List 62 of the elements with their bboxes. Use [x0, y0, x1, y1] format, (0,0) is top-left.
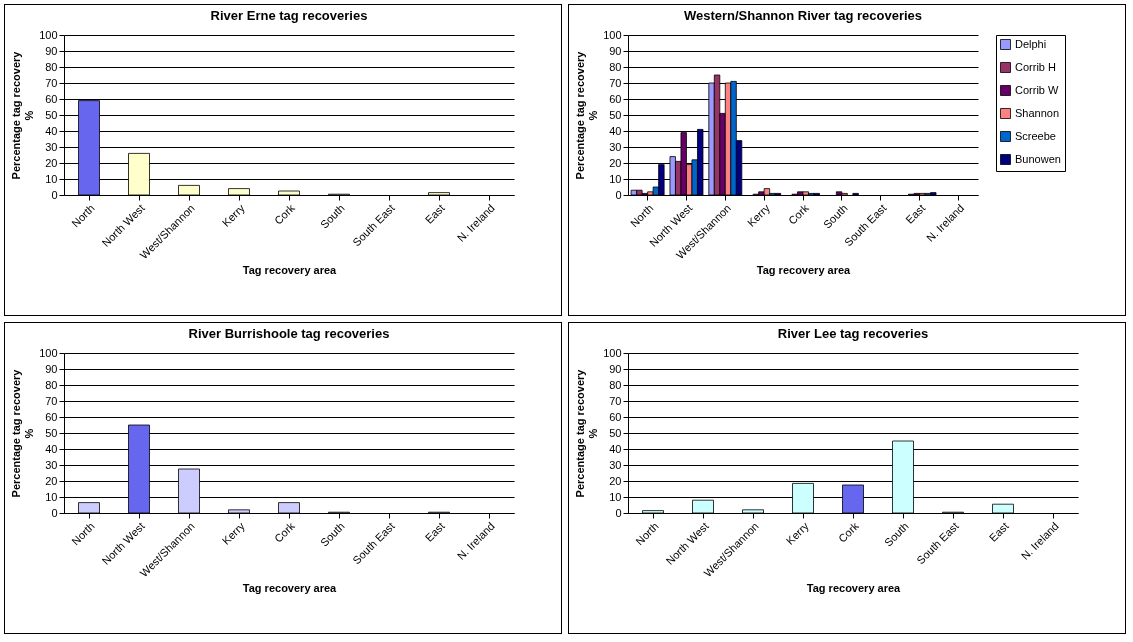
legend-label: Corrib W [1015, 83, 1060, 96]
y-tick-label: 80 [609, 60, 622, 73]
y-tick-label: 60 [45, 410, 58, 423]
y-tick-label: 90 [609, 362, 622, 375]
y-tick-label: 90 [45, 362, 58, 375]
legend-label: Bunowen [1015, 152, 1061, 165]
y-tick-label: 50 [609, 108, 622, 121]
y-tick-label: 80 [45, 378, 58, 391]
chart-title: Western/Shannon River tag recoveries [683, 8, 923, 23]
y-tick-label: 50 [45, 108, 58, 121]
y-tick-label: 0 [51, 188, 58, 201]
chart-title: River Burrishoole tag recoveries [188, 326, 390, 341]
y-tick-label: 60 [609, 410, 622, 423]
y-tick-label: 90 [609, 44, 622, 57]
y-tick-label: 0 [615, 188, 622, 201]
y-tick-label: 30 [609, 140, 622, 153]
y-tick-label: 100 [39, 346, 58, 359]
chart-title: River Lee tag recoveries [777, 326, 929, 341]
y-tick-label: 80 [609, 378, 622, 391]
y-tick-label: 30 [609, 458, 622, 471]
y-tick-label: 50 [45, 426, 58, 439]
y-tick-label: 10 [609, 490, 622, 503]
y-tick-label: 30 [45, 458, 58, 471]
y-tick-label: 100 [39, 28, 58, 41]
x-axis-title: Tag recovery area [756, 264, 852, 277]
legend-label: Delphi [1015, 37, 1047, 50]
legend-label: Shannon [1015, 106, 1060, 119]
y-tick-label: 90 [45, 44, 58, 57]
y-tick-label: 30 [45, 140, 58, 153]
y-tick-label: 70 [45, 394, 58, 407]
y-tick-label: 20 [45, 156, 58, 169]
chart-title: River Erne tag recoveries [210, 8, 368, 23]
legend-label: Screebe [1015, 129, 1056, 142]
y-tick-label: 100 [603, 346, 622, 359]
legend-label: Corrib H [1015, 60, 1057, 73]
y-tick-label: 20 [609, 474, 622, 487]
y-tick-label: 60 [45, 92, 58, 105]
y-axis-title: Percentage tag recovery % [10, 50, 36, 180]
y-tick-label: 40 [609, 442, 622, 455]
y-axis-title: Percentage tag recovery % [574, 368, 600, 498]
y-axis-title: Percentage tag recovery % [574, 50, 600, 180]
y-tick-label: 60 [609, 92, 622, 105]
y-tick-label: 70 [609, 394, 622, 407]
y-tick-label: 40 [45, 124, 58, 137]
y-tick-label: 0 [615, 506, 622, 519]
y-tick-label: 20 [609, 156, 622, 169]
y-tick-label: 0 [51, 506, 58, 519]
y-tick-label: 100 [603, 28, 622, 41]
y-axis-title: Percentage tag recovery % [10, 368, 36, 498]
y-tick-label: 40 [45, 442, 58, 455]
y-tick-label: 40 [609, 124, 622, 137]
y-tick-label: 70 [609, 76, 622, 89]
x-axis-title: Tag recovery area [242, 582, 338, 595]
y-tick-label: 10 [45, 490, 58, 503]
y-tick-label: 10 [609, 172, 622, 185]
y-tick-label: 20 [45, 474, 58, 487]
y-tick-label: 80 [45, 60, 58, 73]
x-axis-title: Tag recovery area [242, 264, 338, 277]
y-tick-label: 50 [609, 426, 622, 439]
y-tick-label: 70 [45, 76, 58, 89]
x-axis-title: Tag recovery area [806, 582, 902, 595]
y-tick-label: 10 [45, 172, 58, 185]
